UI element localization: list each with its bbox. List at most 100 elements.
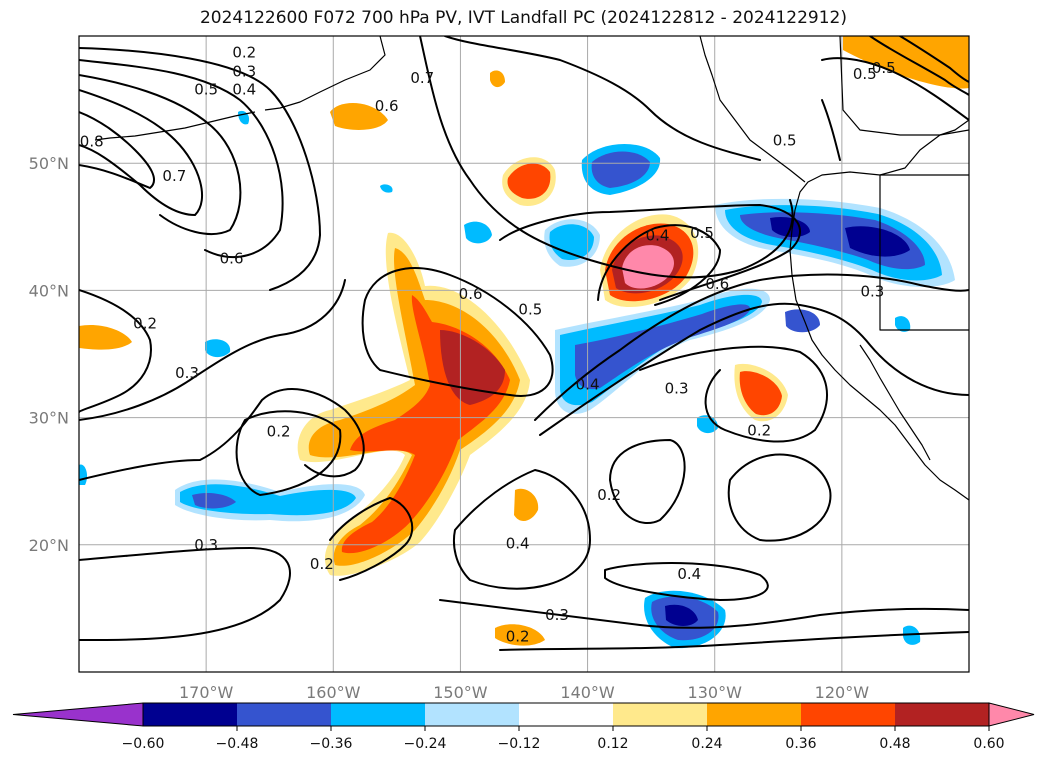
- baja-california: [859, 344, 931, 461]
- neg-blob-3: [464, 221, 492, 244]
- colorbar-label: 0.24: [691, 736, 722, 752]
- contour-label: 0.4: [677, 565, 701, 583]
- coastline-layer: [94, 36, 969, 501]
- pos-blob-3: [79, 324, 132, 350]
- positive-plume: [297, 232, 530, 576]
- contour-line-26: [821, 57, 969, 121]
- contour-label: 0.5: [872, 59, 896, 77]
- pos-blob-5: [514, 488, 539, 522]
- colorbar-label: 0.36: [785, 736, 816, 752]
- lat-label: 20°N: [29, 536, 69, 555]
- lat-label: 50°N: [29, 154, 69, 173]
- lon-label: 130°W: [688, 683, 743, 702]
- contour-label: 0.2: [267, 423, 291, 441]
- contour-label: 0.2: [232, 44, 256, 62]
- pos-blob-1-core: [507, 163, 551, 199]
- colorbar-label: 0.48: [879, 736, 910, 752]
- contour-line-6: [79, 289, 152, 413]
- neg-blob-9: [895, 316, 911, 332]
- lon-label: 150°W: [433, 683, 488, 702]
- contour-label: 0.3: [860, 283, 884, 301]
- colorbar-segment: [425, 703, 519, 726]
- colorbar-label: −0.36: [310, 736, 353, 752]
- contour-label: 0.2: [133, 314, 157, 332]
- pos-blob-6: [495, 624, 545, 646]
- contour-line-29: [899, 36, 969, 83]
- alaska-panhandle: [699, 36, 806, 183]
- contour-line-17: [539, 302, 969, 436]
- lon-label: 120°W: [815, 683, 870, 702]
- colorbar-segment: [613, 703, 707, 726]
- colorbar: −0.60 −0.48 −0.36 −0.24 −0.12 0.12 0.24 0.36 0.4…: [12, 702, 1035, 752]
- latitude-labels: 50°N 40°N 30°N 20°N: [29, 154, 69, 555]
- contour-line-27: [821, 99, 841, 161]
- neg-blob-7: [785, 309, 820, 333]
- contour-label: 0.2: [506, 627, 530, 645]
- contour-label: 0.8: [80, 133, 104, 151]
- colorbar-segment: [143, 703, 237, 726]
- contour-line-23: [604, 562, 769, 601]
- aleutian-islands: [94, 111, 256, 141]
- us-canada-border: [879, 174, 969, 331]
- positive-coastal: [600, 214, 699, 308]
- contour-line-24: [439, 599, 969, 629]
- longitude-labels: 170°W 160°W 150°W 140°W 130°W 120°W: [179, 683, 869, 702]
- contour-line-15: [597, 224, 721, 306]
- map-title: 2024122600 F072 700 hPa PV, IVT Landfall…: [199, 8, 847, 28]
- canada-border-north: [839, 36, 969, 136]
- contour-line-7: [79, 279, 346, 421]
- contour-label: 0.7: [162, 167, 186, 185]
- neg-blob-4-light: [180, 484, 356, 516]
- contour-label: 0.2: [310, 555, 334, 573]
- contour-label: 0.4: [506, 535, 530, 553]
- colorbar-segment: [895, 703, 989, 726]
- colorbar-under-arrow: [12, 702, 144, 727]
- lat-label: 40°N: [29, 281, 69, 300]
- contour-line-1: [79, 47, 321, 291]
- contour-label: 0.3: [194, 536, 218, 554]
- colorbar-label: −0.60: [122, 736, 165, 752]
- colorbar-over-arrow: [988, 702, 1035, 727]
- colorbar-frame: [142, 702, 990, 727]
- negative-coast-north: [715, 198, 955, 287]
- contour-label: 0.7: [410, 69, 434, 87]
- contour-label: 0.6: [459, 285, 483, 303]
- contour-line-11: [329, 497, 414, 581]
- coastal-pos-max: [622, 245, 674, 289]
- contour-line-14: [499, 204, 801, 301]
- contour-label: 0.3: [232, 63, 256, 81]
- contour-line-2: [79, 59, 284, 259]
- contour-line-4: [79, 89, 204, 216]
- contour-line-10: [79, 547, 291, 641]
- negative-band: [555, 288, 770, 414]
- contour-line-12: [361, 267, 554, 397]
- contour-label: 0.3: [665, 379, 689, 397]
- contour-label: 0.4: [646, 227, 670, 245]
- contour-layer: [79, 36, 969, 651]
- map-frame: [78, 35, 970, 673]
- contour-label: 0.6: [705, 275, 729, 293]
- contour-line-22: [452, 469, 591, 590]
- colorbar-label: 0.60: [973, 736, 1004, 752]
- contour-label: 0.5: [518, 300, 542, 318]
- contour-label: 0.4: [232, 80, 256, 98]
- colorbar-segment: [519, 703, 613, 726]
- contour-label: 0.5: [194, 80, 218, 98]
- contour-line-28: [869, 36, 969, 96]
- contour-line-21: [727, 453, 832, 542]
- contour-line-20: [639, 345, 828, 443]
- contour-label: 0.2: [597, 486, 621, 504]
- neg-blob-5-core: [665, 604, 698, 626]
- colorbar-segment: [707, 703, 801, 726]
- contour-line-5: [79, 111, 155, 189]
- contour-line-9: [235, 410, 342, 496]
- contour-line-18: [534, 273, 969, 421]
- contour-label: 0.5: [690, 224, 714, 242]
- contour-line-19: [609, 439, 686, 525]
- colorbar-segment: [801, 703, 895, 726]
- pos-blob-4-core: [739, 371, 782, 416]
- neg-coast-strong-2: [845, 226, 910, 257]
- neg-blob-2-core: [549, 224, 594, 261]
- lat-label: 30°N: [29, 409, 69, 428]
